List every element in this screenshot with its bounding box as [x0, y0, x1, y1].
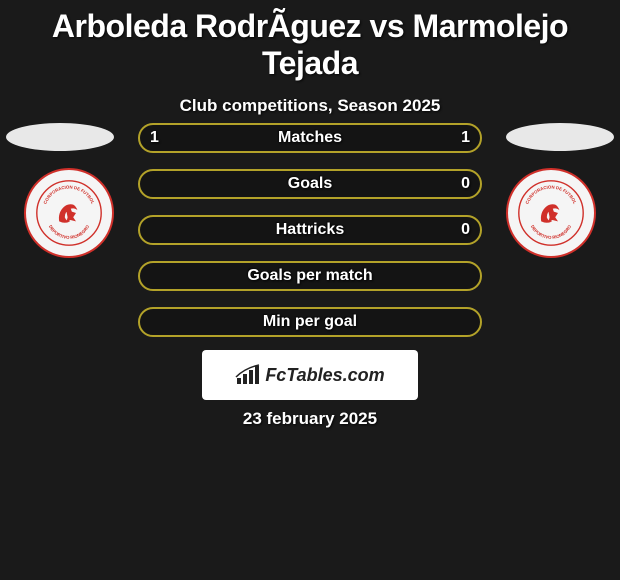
right-oval-shape: [506, 123, 614, 151]
brand-attribution: FcTables.com: [202, 350, 418, 400]
stat-row-min-per-goal: Min per goal: [138, 307, 482, 337]
stat-row-matches: 1 Matches 1: [138, 123, 482, 153]
club-crest-icon: CORPORACION DE FUTBOL DEPORTIVO RIONEGRO: [516, 178, 586, 248]
svg-text:DEPORTIVO RIONEGRO: DEPORTIVO RIONEGRO: [530, 224, 573, 240]
right-club-badge: CORPORACION DE FUTBOL DEPORTIVO RIONEGRO: [506, 168, 596, 258]
stat-right-value: 0: [461, 175, 470, 193]
page-title: Arboleda RodrÃ­guez vs Marmolejo Tejada: [0, 0, 620, 82]
left-oval-shape: [6, 123, 114, 151]
stats-panel: 1 Matches 1 Goals 0 Hattricks 0 Goals pe…: [138, 123, 482, 353]
stat-label: Goals per match: [247, 267, 372, 285]
stat-left-value: 1: [150, 129, 159, 147]
stat-label: Matches: [278, 129, 342, 147]
left-club-badge: CORPORACION DE FUTBOL DEPORTIVO RIONEGRO: [24, 168, 114, 258]
club-crest-icon: CORPORACION DE FUTBOL DEPORTIVO RIONEGRO: [34, 178, 104, 248]
stat-label: Hattricks: [276, 221, 344, 239]
stat-right-value: 1: [461, 129, 470, 147]
stat-right-value: 0: [461, 221, 470, 239]
stat-label: Min per goal: [263, 313, 357, 331]
stat-label: Goals: [288, 175, 332, 193]
brand-name: FcTables.com: [265, 365, 384, 386]
svg-text:DEPORTIVO RIONEGRO: DEPORTIVO RIONEGRO: [48, 224, 91, 240]
stat-row-hattricks: Hattricks 0: [138, 215, 482, 245]
footer-date: 23 february 2025: [0, 409, 620, 429]
stat-row-goals-per-match: Goals per match: [138, 261, 482, 291]
bar-chart-icon: [235, 364, 261, 386]
page-subtitle: Club competitions, Season 2025: [0, 96, 620, 116]
stat-row-goals: Goals 0: [138, 169, 482, 199]
